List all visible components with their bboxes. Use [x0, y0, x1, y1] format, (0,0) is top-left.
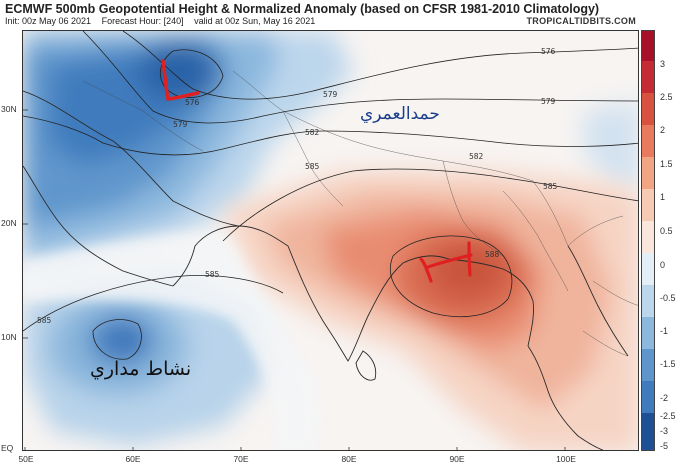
colorbar-label: 1: [660, 192, 666, 202]
colorbar-label: -3: [660, 426, 669, 436]
lon-label-70e: 70E: [233, 454, 249, 464]
colorbar-label: -5: [660, 441, 669, 451]
contour-label: 585: [543, 182, 558, 191]
forecast-hour: Forecast Hour: [240]: [101, 16, 184, 26]
contour-label: 582: [305, 128, 320, 137]
contour-label: 585: [305, 162, 320, 171]
lon-label-60e: 60E: [125, 454, 141, 464]
contour-label: 579: [541, 97, 556, 106]
map-title: ECMWF 500mb Geopotential Height & Normal…: [5, 2, 600, 16]
contour-label: 576: [541, 47, 556, 56]
height-contours: [23, 31, 638, 360]
lat-label-20n: 20N: [1, 218, 17, 228]
hand-annotations: [161, 59, 473, 283]
colorbar-label: -0.5: [660, 293, 676, 303]
colorbar-label: 0.5: [660, 226, 673, 236]
colorbar-label: 1.5: [660, 159, 673, 169]
colorbar-label: -2: [660, 393, 669, 403]
lon-label-90e: 90E: [449, 454, 465, 464]
lon-label-80e: 80E: [341, 454, 357, 464]
lon-label-100e: 100E: [556, 454, 576, 464]
positive-anomaly-fields: [223, 171, 638, 450]
lat-label-10n: 10N: [1, 332, 17, 342]
tropical-activity-annotation: نشاط مداري: [90, 358, 192, 380]
contour-label: 579: [323, 90, 338, 99]
high-marker-crossbar: [426, 253, 473, 269]
brand-watermark: TROPICALTIDBITS.COM: [526, 16, 636, 26]
init-time: Init: 00z May 06 2021: [5, 16, 92, 26]
map-canvas: 576 576 579 579 579 582 582 585 585 585 …: [23, 31, 638, 450]
high-marker-right-stroke: [467, 241, 472, 277]
country-borders: [82, 70, 638, 357]
lon-label-50e: 50E: [18, 454, 34, 464]
coastlines: [23, 90, 629, 450]
contour-label: 579: [173, 120, 188, 129]
contour-label: 585: [37, 316, 52, 325]
colorbar-label: 0: [660, 260, 666, 270]
negative-anomaly-fields: [23, 31, 638, 446]
contour-labels: 576 576 579 579 579 582 582 585 585 585 …: [37, 47, 558, 325]
contour-label: 576: [185, 98, 200, 107]
lat-label-30n: 30N: [1, 104, 17, 114]
low-marker-l: [161, 59, 200, 101]
contour-label: 585: [205, 270, 220, 279]
colorbar-label: -1: [660, 326, 669, 336]
colorbar-ramp: [642, 31, 654, 450]
colorbar-label: -1.5: [660, 359, 676, 369]
colorbar-label: -2.5: [660, 411, 676, 421]
map-header: ECMWF 500mb Geopotential Height & Normal…: [0, 0, 680, 30]
map-subtitle: Init: 00z May 06 2021 Forecast Hour: [24…: [5, 16, 323, 26]
anomaly-colorbar: [641, 30, 655, 451]
colorbar-label: 3: [660, 59, 666, 69]
axis-ticks: [23, 109, 566, 450]
colorbar-label: 2: [660, 125, 666, 135]
high-marker-left-stroke: [419, 257, 433, 283]
contour-label: 582: [469, 152, 484, 161]
contour-label: 588: [485, 250, 500, 259]
colorbar-label: 2.5: [660, 92, 673, 102]
lat-label-eq: EQ: [1, 443, 14, 453]
neutral-band: [23, 231, 320, 450]
anomaly-map: 576 576 579 579 579 582 582 585 585 585 …: [22, 30, 639, 451]
valid-time: valid at 00z Sun, May 16 2021: [194, 16, 316, 26]
author-annotation: حمدالعمري: [360, 104, 440, 124]
